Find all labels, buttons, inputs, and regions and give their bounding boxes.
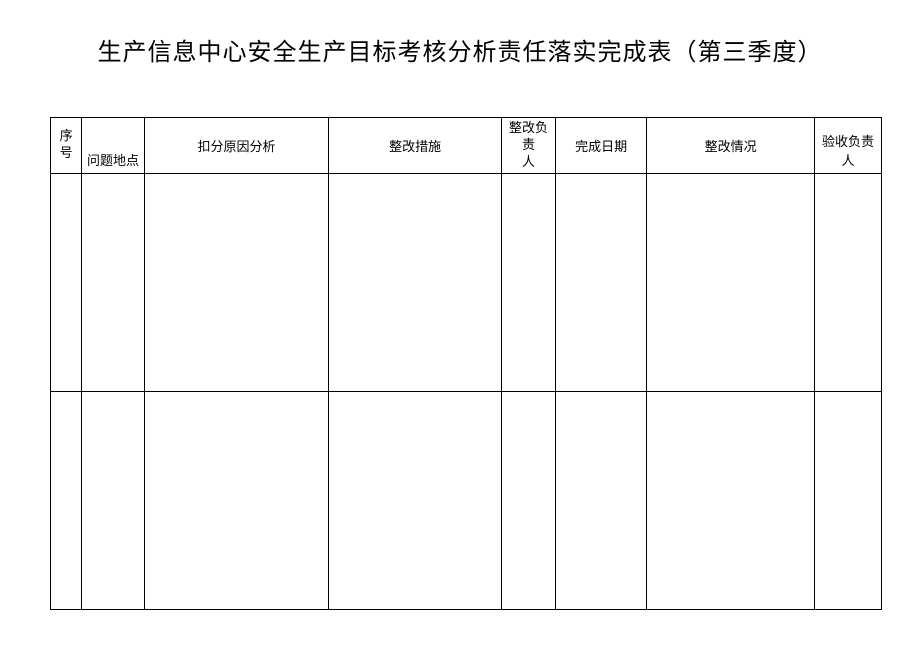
table-row [51,173,882,391]
cell-inspector [814,391,881,609]
cell-measure [329,391,502,609]
cell-location [82,391,145,609]
cell-reason [144,391,328,609]
col-header-reason: 扣分原因分析 [144,118,328,174]
cell-seq [51,391,82,609]
cell-inspector [814,173,881,391]
col-header-person-line2: 人 [504,154,553,171]
col-header-location: 问题地点 [82,118,145,174]
cell-measure [329,173,502,391]
col-header-seq-line2: 号 [53,145,79,162]
cell-person [502,391,556,609]
col-header-person-line1: 整改负责 [504,120,553,154]
assessment-table-container: 序 号 问题地点 扣分原因分析 整改措施 整改负责 人 完成日期 整改情况 验收… [50,117,882,610]
page-title: 生产信息中心安全生产目标考核分析责任落实完成表（第三季度） [0,0,920,117]
cell-status [647,173,815,391]
col-header-status: 整改情况 [647,118,815,174]
cell-date [555,173,647,391]
cell-date [555,391,647,609]
col-header-inspector: 验收负责人 [814,118,881,174]
cell-seq [51,173,82,391]
cell-status [647,391,815,609]
cell-location [82,173,145,391]
cell-person [502,173,556,391]
cell-reason [144,173,328,391]
col-header-date: 完成日期 [555,118,647,174]
col-header-seq: 序 号 [51,118,82,174]
col-header-measure: 整改措施 [329,118,502,174]
table-row [51,391,882,609]
col-header-person: 整改负责 人 [502,118,556,174]
assessment-table: 序 号 问题地点 扣分原因分析 整改措施 整改负责 人 完成日期 整改情况 验收… [50,117,882,610]
col-header-seq-line1: 序 [53,128,79,145]
table-header-row: 序 号 问题地点 扣分原因分析 整改措施 整改负责 人 完成日期 整改情况 验收… [51,118,882,174]
